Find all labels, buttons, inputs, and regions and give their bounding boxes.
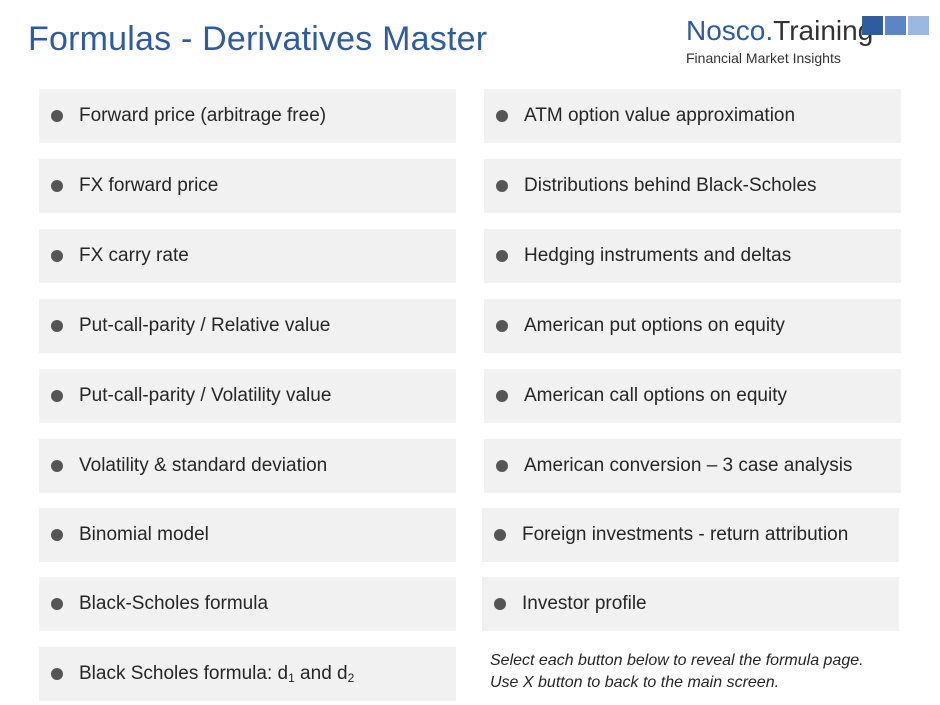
investor-profile-button[interactable]: Investor profile [482,577,899,631]
bullet-icon [51,250,63,262]
fx-carry-rate-button[interactable]: FX carry rate [39,229,456,283]
menu-label: Put-call-parity / Volatility value [79,385,332,406]
menu-label: Hedging instruments and deltas [524,245,792,266]
logo-wordmark: Nosco.Training [686,14,873,48]
menu-label: American call options on equity [524,385,787,406]
bullet-icon [51,668,63,680]
instructions-text: Select each button below to reveal the f… [490,650,930,694]
volatility-standard-deviation-button[interactable]: Volatility & standard deviation [39,439,456,493]
logo-square-2 [885,16,906,35]
forward-price-button[interactable]: Forward price (arbitrage free) [39,89,456,143]
bullet-icon [51,390,63,402]
menu-label: Black Scholes formula: d1 and d2 [79,663,354,685]
menu-label: Investor profile [522,593,647,614]
put-call-parity-relative-value-button[interactable]: Put-call-parity / Relative value [39,299,456,353]
logo-squares-icon [862,16,929,35]
bullet-icon [51,598,63,610]
logo-square-3 [908,16,929,35]
bullet-icon [494,529,506,541]
bullet-icon [51,180,63,192]
logo-dot: . [765,15,774,46]
instructions-line-1: Select each button below to reveal the f… [490,652,864,669]
bullet-icon [496,320,508,332]
bullet-icon [51,320,63,332]
logo-brand: Nosco [686,15,766,46]
logo-suffix: Training [773,15,874,46]
distributions-black-scholes-button[interactable]: Distributions behind Black-Scholes [484,159,901,213]
menu-label: Forward price (arbitrage free) [79,105,327,126]
atm-option-value-button[interactable]: ATM option value approximation [484,89,901,143]
bullet-icon [496,460,508,472]
fx-forward-price-button[interactable]: FX forward price [39,159,456,213]
hedging-instruments-deltas-button[interactable]: Hedging instruments and deltas [484,229,901,283]
put-call-parity-volatility-value-button[interactable]: Put-call-parity / Volatility value [39,369,456,423]
instructions-line-2: Use X button to back to the main screen. [490,674,780,691]
menu-label: Black-Scholes formula [79,593,269,614]
bullet-icon [51,110,63,122]
label-part: and d [294,663,348,684]
foreign-investments-button[interactable]: Foreign investments - return attribution [482,508,899,562]
subscript-d2: 2 [347,671,355,685]
bullet-icon [496,180,508,192]
menu-label: FX forward price [79,175,219,196]
menu-label: Foreign investments - return attribution [522,524,849,545]
bullet-icon [496,250,508,262]
bullet-icon [496,110,508,122]
logo-square-1 [862,16,883,35]
black-scholes-d1-d2-button[interactable]: Black Scholes formula: d1 and d2 [39,647,456,701]
american-call-options-button[interactable]: American call options on equity [484,369,901,423]
menu-label: Put-call-parity / Relative value [79,315,331,336]
page-title: Formulas - Derivatives Master [28,20,488,58]
american-conversion-button[interactable]: American conversion – 3 case analysis [484,439,901,493]
menu-label: ATM option value approximation [524,105,796,126]
bullet-icon [496,390,508,402]
menu-label: American put options on equity [524,315,785,336]
american-put-options-button[interactable]: American put options on equity [484,299,901,353]
menu-label: Distributions behind Black-Scholes [524,175,817,196]
bullet-icon [51,529,63,541]
company-logo: Nosco.Training Financial Market Insights [686,14,931,70]
black-scholes-formula-button[interactable]: Black-Scholes formula [39,577,456,631]
label-part: Black Scholes formula: d [79,663,289,684]
bullet-icon [494,598,506,610]
bullet-icon [51,460,63,472]
menu-label: American conversion – 3 case analysis [524,455,853,476]
binomial-model-button[interactable]: Binomial model [39,508,456,562]
subscript-d1: 1 [288,671,295,685]
menu-label: Binomial model [79,524,209,545]
logo-tagline: Financial Market Insights [686,50,841,66]
menu-label: Volatility & standard deviation [79,455,328,476]
menu-label: FX carry rate [79,245,189,266]
